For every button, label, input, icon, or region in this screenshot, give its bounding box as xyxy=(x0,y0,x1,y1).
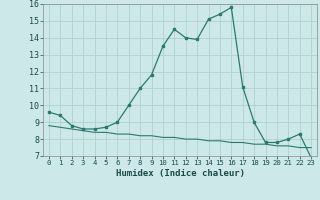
X-axis label: Humidex (Indice chaleur): Humidex (Indice chaleur) xyxy=(116,169,244,178)
